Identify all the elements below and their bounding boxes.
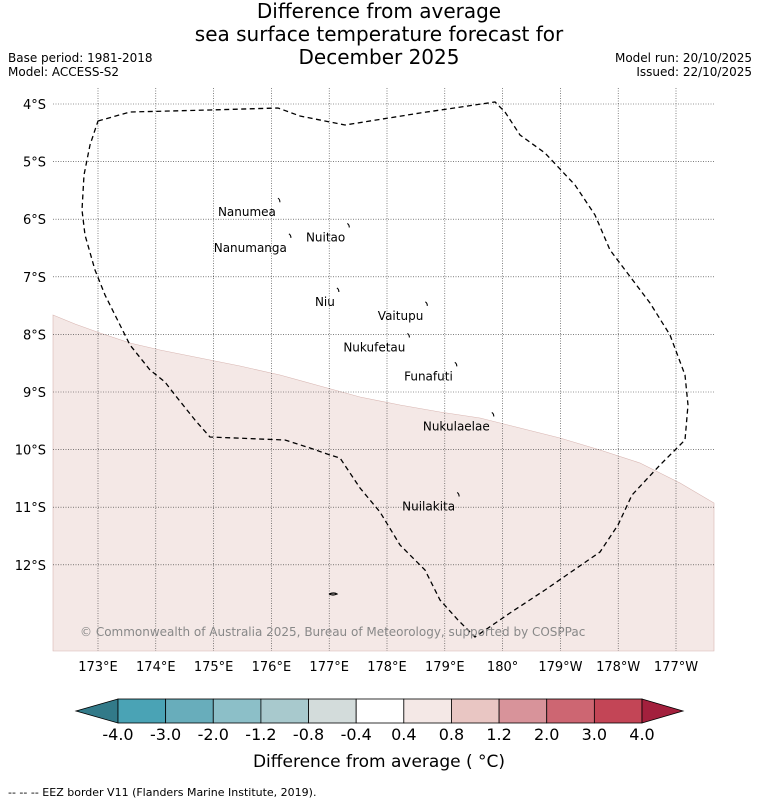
lon-tick-label: 177°E <box>309 660 349 675</box>
colorbar-tick-label: 2.0 <box>534 725 559 744</box>
island-shape <box>337 288 339 292</box>
lon-tick-label: 177°W <box>654 660 698 675</box>
colorbar-segment <box>404 699 452 723</box>
colorbar-tick-label: -0.4 <box>341 725 372 744</box>
lon-tick-label: 179°E <box>425 660 465 675</box>
colorbar-tick-label: 4.0 <box>629 725 654 744</box>
island-shape <box>407 334 409 338</box>
colorbar-segment <box>547 699 595 723</box>
colorbar-tick-label: 3.0 <box>582 725 607 744</box>
colorbar: -4.0 -3.0 -2.0 -1.2 -0.8 -0.4 0.4 0.8 1.2 2.0 3.0 4… <box>76 699 683 744</box>
lat-tick-label: 11°S <box>15 501 46 516</box>
colorbar-extend-high <box>642 699 683 723</box>
colorbar-segment <box>594 699 642 723</box>
lon-tick-label: 179°W <box>538 660 582 675</box>
island-label: Nanumanga <box>214 241 287 255</box>
lat-tick-label: 4°S <box>23 98 46 113</box>
island-shape <box>289 234 291 238</box>
lon-tick-label: 178°W <box>596 660 640 675</box>
lat-tick-label: 12°S <box>15 559 46 574</box>
colorbar-tick-label: -4.0 <box>102 725 133 744</box>
colorbar-segment <box>166 699 214 723</box>
colorbar-segment <box>356 699 404 723</box>
lon-tick-label: 173°E <box>78 660 118 675</box>
colorbar-segment <box>118 699 166 723</box>
lon-tick-label: 178°E <box>367 660 407 675</box>
lat-tick-label: 7°S <box>23 271 46 286</box>
colorbar-title: Difference from average ( °C) <box>0 752 758 772</box>
colorbar-segment <box>451 699 499 723</box>
lat-tick-label: 6°S <box>23 213 46 228</box>
island-shape <box>455 362 457 366</box>
island-label: Nanumea <box>218 205 276 219</box>
map-plot-area: Nanumea Nuitao Nanumanga Niu Vaitupu Nukufeta… <box>15 88 714 675</box>
colorbar-tick-label: -0.8 <box>293 725 324 744</box>
island-label: Nuitao <box>306 231 345 245</box>
lon-tick-label: 176°E <box>252 660 292 675</box>
lon-tick-label: 174°E <box>136 660 176 675</box>
lat-tick-label: 8°S <box>23 328 46 343</box>
island-label: Nuilakita <box>402 500 455 514</box>
colorbar-tick-label: 1.2 <box>486 725 511 744</box>
colorbar-tick-label: -2.0 <box>198 725 229 744</box>
copyright-note: © Commonwealth of Australia 2025, Bureau… <box>80 625 585 639</box>
colorbar-tick-label: 0.4 <box>391 725 416 744</box>
colorbar-segment <box>309 699 357 723</box>
anomaly-band-0.4-0.8 <box>53 315 714 651</box>
colorbar-segment <box>213 699 261 723</box>
colorbar-tick-label: -3.0 <box>150 725 181 744</box>
island-label: Niu <box>315 295 335 309</box>
lon-tick-label: 175°E <box>194 660 234 675</box>
island-label: Nukulaelae <box>423 419 490 433</box>
colorbar-tick-label: -1.2 <box>245 725 276 744</box>
island-label: Nukufetau <box>343 341 405 355</box>
lon-tick-label: 180° <box>487 660 518 675</box>
colorbar-segment <box>499 699 547 723</box>
island-label: Funafuti <box>404 369 453 383</box>
eez-source-note: -- -- -- EEZ border V11 (Flanders Marine… <box>8 786 316 799</box>
lat-tick-label: 10°S <box>15 444 46 459</box>
lat-tick-label: 5°S <box>23 156 46 171</box>
island-label: Vaitupu <box>378 309 424 323</box>
island-shape <box>425 302 427 306</box>
colorbar-tick-label: 0.8 <box>439 725 464 744</box>
island-shape <box>492 412 494 416</box>
island-shape <box>278 198 280 202</box>
colorbar-segment <box>261 699 309 723</box>
lat-tick-label: 9°S <box>23 386 46 401</box>
island-shape <box>347 224 349 228</box>
colorbar-extend-low <box>76 699 118 723</box>
